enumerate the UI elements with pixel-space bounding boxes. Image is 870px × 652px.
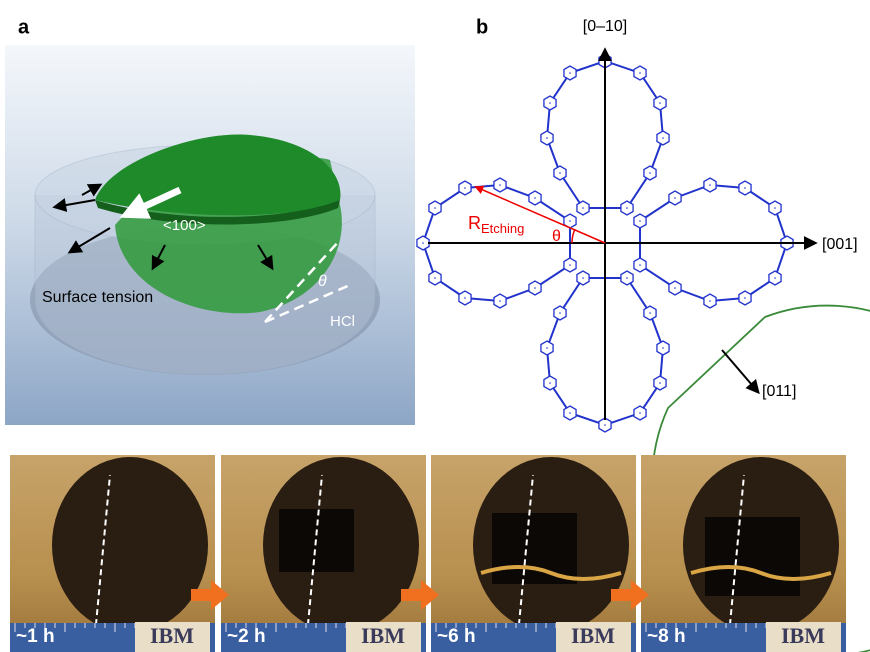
radius-subscript: Etching — [481, 221, 524, 236]
hexagon-dot — [639, 220, 641, 222]
hexagon-dot — [434, 277, 436, 279]
hexagon-dot — [662, 137, 664, 139]
logo-text: IBM — [571, 623, 615, 648]
hexagon-dot — [569, 264, 571, 266]
panel-label: a — [18, 16, 30, 38]
hexagon-dot — [499, 300, 501, 302]
angle-arc — [572, 229, 575, 243]
hexagon-dot — [499, 184, 501, 186]
hexagon-dot — [569, 412, 571, 414]
angle-label: θ — [552, 228, 561, 245]
hexagon-dot — [659, 382, 661, 384]
hexagon-dot — [582, 207, 584, 209]
etched-region — [492, 513, 577, 584]
facet-arrow — [722, 350, 758, 392]
hexagon-dot — [744, 187, 746, 189]
hexagon-dot — [774, 277, 776, 279]
hexagon-dot — [569, 220, 571, 222]
tension-label: Surface tension — [42, 289, 153, 306]
hexagon-dot — [534, 197, 536, 199]
time-label: ~1 h — [16, 626, 55, 647]
logo-text: IBM — [781, 623, 825, 648]
angle-label: θ — [318, 273, 327, 290]
hexagon-dot — [464, 187, 466, 189]
hexagon-dot — [709, 300, 711, 302]
time-label: ~6 h — [437, 626, 476, 647]
hexagon-dot — [626, 277, 628, 279]
photo-sequence: IBM ~1 h IBM ~2 h IBM ~6 h IBM ~8 h — [10, 455, 846, 652]
hexagon-dot — [639, 412, 641, 414]
figure: a <100> Surface tension θ HCl b [0–10] [… — [0, 0, 870, 652]
time-label: ~8 h — [647, 626, 686, 647]
hexagon-dot — [546, 137, 548, 139]
hexagon-dot — [549, 382, 551, 384]
axis-label: [0–10] — [583, 18, 627, 35]
hexagon-dot — [744, 297, 746, 299]
hexagon-dot — [649, 172, 651, 174]
hexagon-dot — [774, 207, 776, 209]
panel-label: b — [476, 16, 488, 38]
hexagon-dot — [534, 287, 536, 289]
hexagon-dot — [639, 72, 641, 74]
direction-label: <100> — [163, 217, 206, 234]
hexagon-dot — [626, 207, 628, 209]
hexagon-dot — [604, 424, 606, 426]
hexagon-dot — [649, 312, 651, 314]
hexagon-dot — [546, 347, 548, 349]
hexagon-dot — [559, 312, 561, 314]
hexagon-dot — [674, 287, 676, 289]
hexagon-dot — [582, 277, 584, 279]
hexagon-dot — [559, 172, 561, 174]
hexagon-dot — [659, 102, 661, 104]
hexagon-dot — [464, 297, 466, 299]
hexagon-dot — [674, 197, 676, 199]
logo-text: IBM — [361, 623, 405, 648]
hexagon-dot — [639, 264, 641, 266]
wafer — [52, 457, 208, 633]
radius-symbol: R — [468, 213, 481, 233]
logo-text: IBM — [150, 623, 194, 648]
hexagon-dot — [434, 207, 436, 209]
hexagon-dot — [549, 102, 551, 104]
hexagon-dot — [662, 347, 664, 349]
time-label: ~2 h — [227, 626, 266, 647]
axis-label: [001] — [822, 236, 858, 253]
etched-region — [705, 517, 800, 596]
radius-label: REtching — [468, 213, 524, 237]
hexagon-dot — [569, 72, 571, 74]
hexagon-dot — [709, 184, 711, 186]
etchant-label: HCl — [330, 313, 355, 330]
facet-label: [011] — [762, 383, 796, 400]
hexagon-dot — [422, 242, 424, 244]
